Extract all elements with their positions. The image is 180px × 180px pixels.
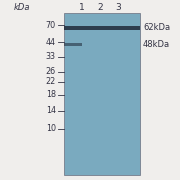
Text: 18: 18: [46, 90, 56, 99]
Text: 33: 33: [46, 52, 56, 61]
Text: kDa: kDa: [14, 3, 30, 12]
Text: 48kDa: 48kDa: [143, 40, 170, 49]
Text: 10: 10: [46, 124, 56, 133]
Text: 26: 26: [46, 68, 56, 76]
Bar: [64, 13, 140, 175]
Bar: [64, 43, 82, 46]
Text: 2: 2: [97, 3, 103, 12]
Text: 44: 44: [46, 38, 56, 47]
Text: 3: 3: [115, 3, 121, 12]
Text: 70: 70: [46, 21, 56, 30]
Text: 22: 22: [46, 77, 56, 86]
Text: 14: 14: [46, 106, 56, 115]
Text: 62kDa: 62kDa: [143, 23, 170, 32]
Text: 1: 1: [79, 3, 85, 12]
Bar: [64, 26, 140, 30]
